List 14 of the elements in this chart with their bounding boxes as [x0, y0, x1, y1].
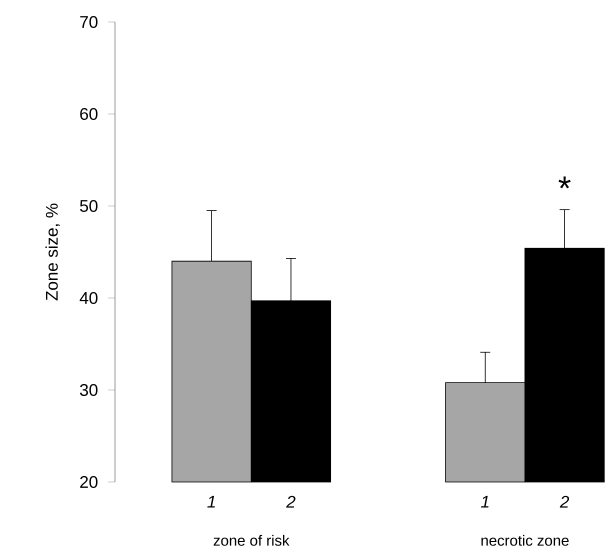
- y-tick-label: 40: [80, 292, 98, 304]
- y-tick-label: 60: [80, 108, 98, 120]
- y-tick-label: 70: [80, 16, 98, 28]
- y-axis-title: Zone size, %: [45, 204, 60, 300]
- y-tick-label: 20: [80, 476, 98, 488]
- series-label: 2: [286, 496, 296, 508]
- text: 2: [560, 496, 570, 508]
- y-tick-label: 30: [80, 384, 98, 396]
- annotation: *: [558, 176, 571, 188]
- y-tick-label: 50: [80, 200, 98, 212]
- series-label: 1: [207, 496, 215, 508]
- x-tick-label: zone of risk: [214, 534, 290, 546]
- x-tick-label: necrotic zone: [481, 534, 569, 546]
- text: 1: [480, 496, 489, 508]
